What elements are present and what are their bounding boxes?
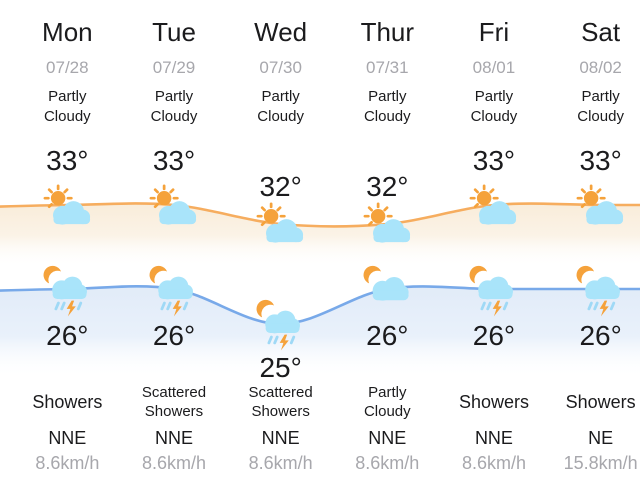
high-temp: 33°	[46, 145, 89, 176]
partly-cloudy-day-icon	[547, 182, 640, 228]
wind-direction: NNE	[474, 428, 513, 448]
showers-night-icon	[547, 265, 640, 318]
showers-night-icon	[441, 265, 548, 318]
day-name: Fri	[478, 17, 510, 47]
cloudy-night-icon	[334, 265, 441, 318]
night-condition: Scattered Showers	[248, 384, 313, 420]
low-temp: 26°	[46, 320, 89, 351]
day-column[interactable]: Fri 08/01 Partly Cloudy 33° 26° Showers …	[441, 0, 548, 498]
day-date: 07/30	[259, 58, 302, 77]
low-temp: 26°	[152, 320, 196, 351]
forecast-columns: Mon 07/28 Partly Cloudy 33° 26° Showers …	[14, 0, 640, 498]
day-condition: Partly Cloudy	[43, 88, 91, 125]
night-condition: Scattered Showers	[141, 384, 207, 420]
wind-speed: 15.8km/h	[563, 453, 638, 473]
partly-cloudy-day-icon	[14, 182, 121, 228]
wind-speed: 8.6km/h	[461, 453, 526, 473]
wind-speed: 8.6km/h	[355, 453, 420, 473]
low-temp: 26°	[472, 320, 516, 351]
wind-direction: NNE	[154, 428, 193, 448]
partly-cloudy-day-icon	[334, 200, 441, 246]
day-name: Tue	[152, 17, 196, 47]
wind-speed: 8.6km/h	[141, 453, 206, 473]
day-name: Sat	[581, 17, 621, 47]
night-condition: Partly Cloudy	[363, 384, 411, 420]
day-name: Thur	[360, 17, 415, 47]
day-condition: Partly Cloudy	[150, 88, 198, 125]
showers-night-icon	[14, 265, 121, 318]
high-temp: 32°	[259, 171, 302, 202]
partly-cloudy-day-icon	[121, 182, 228, 228]
partly-cloudy-day-icon	[441, 182, 548, 228]
wind-direction: NE	[588, 428, 614, 448]
partly-cloudy-day-icon	[227, 200, 334, 246]
day-condition: Partly Cloudy	[470, 88, 518, 125]
day-column[interactable]: Thur 07/31 Partly Cloudy 32° 26° Partly …	[334, 0, 441, 498]
high-temp: 33°	[152, 145, 196, 176]
day-condition: Partly Cloudy	[257, 88, 304, 125]
day-column[interactable]: Tue 07/29 Partly Cloudy 33° 26° Scattere…	[121, 0, 228, 498]
day-date: 07/31	[366, 58, 409, 77]
showers-night-icon	[227, 299, 334, 352]
wind-direction: NNE	[368, 428, 407, 448]
day-column[interactable]: Mon 07/28 Partly Cloudy 33° 26° Showers …	[14, 0, 121, 498]
low-temp: 26°	[579, 320, 622, 351]
day-date: 07/28	[46, 58, 89, 77]
night-condition: Showers	[565, 391, 636, 412]
day-date: 07/29	[152, 58, 196, 77]
day-date: 08/02	[579, 58, 622, 77]
wind-speed: 8.6km/h	[35, 453, 100, 473]
low-temp: 26°	[366, 320, 409, 351]
high-temp: 32°	[366, 171, 409, 202]
day-condition: Partly Cloudy	[363, 88, 411, 125]
high-temp: 33°	[472, 145, 516, 176]
day-name: Mon	[42, 17, 93, 47]
day-column[interactable]: Wed 07/30 Partly Cloudy 32° 25° Scattere…	[227, 0, 334, 498]
wind-speed: 8.6km/h	[248, 453, 313, 473]
day-name: Wed	[254, 17, 308, 47]
wind-direction: NNE	[261, 428, 300, 448]
night-condition: Showers	[32, 391, 103, 412]
night-condition: Showers	[458, 391, 529, 412]
day-date: 08/01	[472, 58, 516, 77]
wind-direction: NNE	[48, 428, 87, 448]
day-condition: Partly Cloudy	[577, 88, 624, 125]
day-column[interactable]: Sat 08/02 Partly Cloudy 33° 26° Showers …	[547, 0, 640, 498]
high-temp: 33°	[579, 145, 622, 176]
showers-night-icon	[121, 265, 228, 318]
